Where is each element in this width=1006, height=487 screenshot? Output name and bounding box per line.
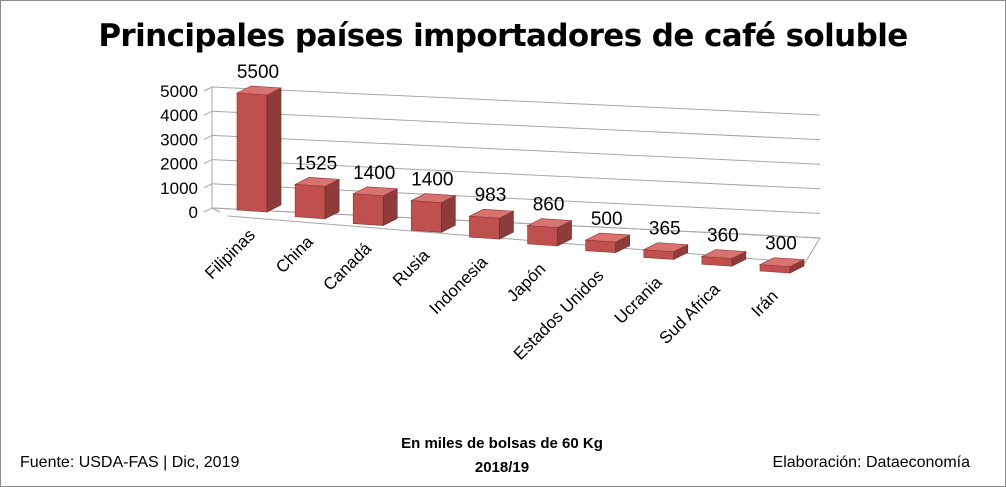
data-labels: 5500 1525 1400 1400 983 860 500 365 360 300 [237,62,797,255]
y-tick-label: 4000 [160,106,198,125]
category-label: Rusia [389,245,434,290]
bar [758,257,806,274]
gridlines [203,86,821,264]
data-label: 1400 [411,170,453,191]
bar [468,208,515,240]
period-line: 2018/19 [474,459,530,476]
category-label: Ucrania [611,272,666,327]
bar [293,177,341,220]
y-tick-label: 3000 [160,130,198,149]
data-label: 1525 [295,153,337,174]
category-label: China [272,232,317,277]
chart-title: Principales países importadores de café … [98,18,908,54]
data-label: 5500 [237,62,279,83]
gridline [203,110,821,141]
y-axis: 0 1000 2000 3000 4000 5000 [160,82,198,222]
bar [235,85,283,213]
data-label: 1400 [353,163,395,184]
bar [352,186,399,227]
unit-note: En miles de bolsas de 60 Kg 2018/19 [300,432,704,480]
data-label: 860 [533,195,565,216]
y-tick-label: 2000 [160,155,198,174]
y-tick-label: 5000 [160,82,198,101]
bar [642,242,689,260]
category-label: Filipinas [201,225,259,283]
credit-note: Elaboración: Dataeconomía [772,454,970,471]
data-label: 360 [707,226,739,247]
y-tick-label: 0 [189,203,198,222]
category-label: Irán [748,286,782,320]
data-label: 500 [591,209,623,230]
unit-line: En miles de bolsas de 60 Kg [401,435,603,452]
y-tick-label: 1000 [160,179,198,198]
bar [410,193,457,233]
category-label: Sud Africa [655,279,724,348]
data-label: 365 [649,219,681,240]
data-label: 300 [765,234,797,255]
bar [700,249,748,267]
category-label: Indonesia [426,252,492,318]
source-note: Fuente: USDA-FAS | Dic, 2019 [20,454,240,471]
category-label: Canadá [319,239,375,295]
category-label: Japón [503,259,549,305]
bar [584,232,631,254]
bars [235,85,806,274]
bar [526,218,573,247]
gridline [203,86,821,116]
data-label: 983 [475,185,507,206]
